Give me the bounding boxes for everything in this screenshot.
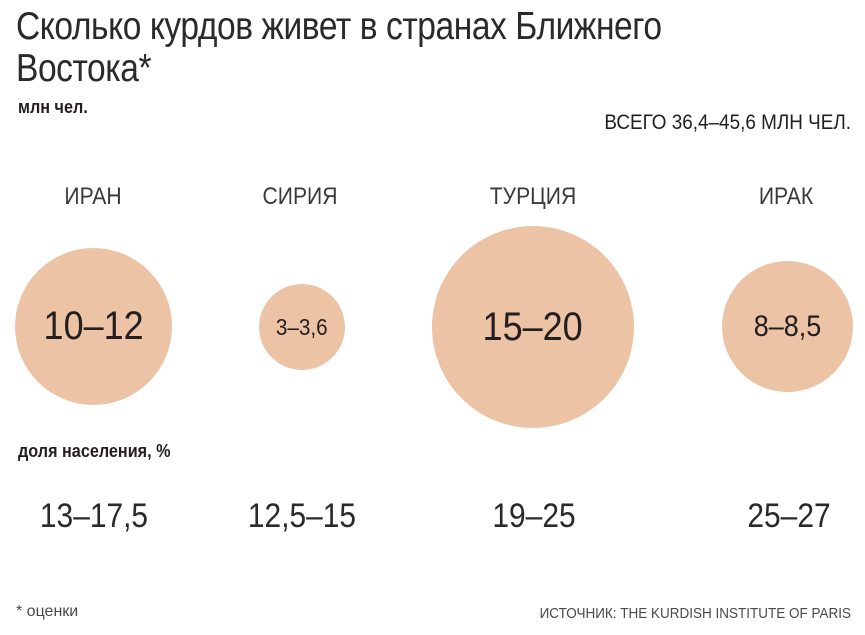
country-label-turkey: ТУРЦИЯ	[489, 183, 577, 210]
share-value-iran: 13–17,5	[39, 497, 149, 535]
bubble-turkey: 15–20	[432, 226, 634, 428]
bubble-syria: 3–3,6	[259, 284, 345, 370]
total-annotation: ВСЕГО 36,4–45,6 МЛН ЧЕЛ.	[604, 111, 851, 134]
country-label-iraq: ИРАК	[758, 183, 814, 210]
footnote: * оценки	[16, 603, 79, 620]
bubble-iraq: 8–8,5	[722, 261, 853, 392]
population-value-iraq: 8–8,5	[753, 309, 822, 343]
bubble-iran: 10–12	[15, 248, 172, 405]
country-label-iran: ИРАН	[64, 183, 122, 210]
share-value-iraq: 25–27	[747, 497, 831, 535]
population-value-turkey: 15–20	[482, 304, 584, 349]
chart-title: Сколько курдов живет в странах Ближнего …	[16, 5, 662, 90]
population-value-iran: 10–12	[43, 304, 144, 348]
population-value-syria: 3–3,6	[276, 313, 328, 340]
unit-label: млн чел.	[18, 97, 88, 117]
share-value-turkey: 19–25	[492, 497, 576, 535]
share-label: доля населения, %	[18, 441, 171, 461]
source-credit: ИСТОЧНИК: THE KURDISH INSTITUTE OF PARIS	[539, 605, 851, 622]
country-label-syria: СИРИЯ	[262, 183, 338, 210]
share-value-syria: 12,5–15	[247, 497, 357, 535]
